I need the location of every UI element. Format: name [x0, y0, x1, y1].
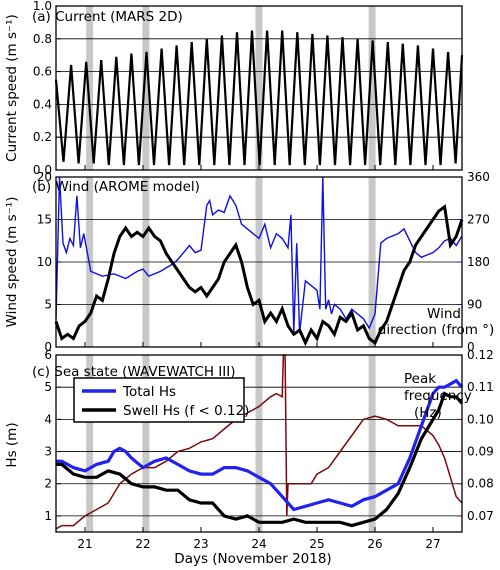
y-tick-label: 0.4 [33, 97, 52, 111]
y-tick-label: 1.0 [33, 0, 52, 13]
y-tick-label: 20 [37, 170, 52, 184]
y-tick-label: 4 [44, 412, 52, 426]
x-tick-label: 25 [309, 537, 324, 551]
y2-tick-label: 270 [467, 213, 490, 227]
panel-c-ylabel: Hs (m) [4, 422, 20, 467]
panel-c-y2label-2: frequency [404, 388, 472, 404]
gray-band [255, 355, 263, 532]
x-tick-label: 27 [425, 537, 440, 551]
panel-a-title: (a) Current (MARS 2D) [32, 9, 183, 25]
gray-band [368, 355, 376, 532]
panel-c-y2label-1: Peak [404, 371, 436, 387]
panel-frame [55, 176, 463, 348]
y-tick-label: 6 [44, 348, 52, 362]
x-axis-label: Days (November 2018) [174, 551, 331, 567]
x-tick-label: 22 [135, 537, 150, 551]
y-tick-label: 0.0 [33, 163, 52, 177]
y2-tick-label: 0.07 [467, 509, 494, 523]
panel-b-wind: (b) Wind (AROME model) 0 5 10 15 20 0 90 180 270… [4, 170, 494, 354]
y2-tick-label: 0.11 [467, 380, 494, 394]
y-tick-label: 0.8 [33, 32, 52, 46]
y2-tick-label: 0 [467, 340, 475, 354]
y-tick-label: 0.6 [33, 65, 52, 79]
y-tick-label: 2 [44, 477, 52, 491]
panel-c-sea-state: (c) Sea state (WAVEWATCH III) 1234560.07… [4, 165, 494, 567]
gray-band [368, 6, 376, 170]
y-tick-label: 5 [44, 380, 52, 394]
gray-band [86, 355, 94, 532]
panel-frame [55, 5, 463, 171]
y-tick-label: 5 [44, 298, 52, 312]
panel-b-title: (b) Wind (AROME model) [32, 179, 200, 195]
panel-b-y2label-2: direction (from °) [378, 322, 494, 338]
y-tick-label: 0.2 [33, 130, 52, 144]
legend: Total Hs Swell Hs (f < 0.12) [73, 377, 249, 423]
swell-hs-line [56, 391, 464, 528]
total-hs-line [56, 378, 464, 512]
panel-a-ticks: 0.0 0.2 0.4 0.6 0.8 1.0 [33, 0, 61, 177]
gray-band [142, 355, 150, 532]
panel-c-y2label-3: (Hz) [414, 405, 442, 421]
panel-a-current: (a) Current (MARS 2D) 0.0 0.2 0.4 0.6 0.8 1.0… [4, 0, 464, 177]
panel-c-title: (c) Sea state (WAVEWATCH III) [32, 364, 236, 380]
gray-band [142, 6, 150, 170]
panel-b-y2label-1: Wind [427, 306, 461, 322]
panel-frame [55, 354, 463, 533]
y2-tick-label: 0.09 [467, 445, 494, 459]
y2-tick-label: 90 [467, 298, 482, 312]
y-tick-label: 15 [37, 213, 52, 227]
y-tick-label: 3 [44, 445, 52, 459]
x-tick-label: 21 [77, 537, 92, 551]
y2-tick-label: 0.08 [467, 477, 494, 491]
y2-tick-label: 0.10 [467, 412, 494, 426]
wind-direction-line [55, 176, 463, 333]
y-tick-label: 10 [37, 255, 52, 269]
legend-box [73, 377, 245, 423]
gray-band [255, 6, 263, 170]
y2-tick-label: 180 [467, 255, 490, 269]
y-tick-label: 1 [44, 509, 52, 523]
x-tick-label: 23 [193, 537, 208, 551]
legend-total-label: Total Hs [122, 384, 176, 400]
wind-speed-line [54, 204, 464, 347]
x-tick-label: 24 [251, 537, 266, 551]
panel-b-ticks: 0 5 10 15 20 0 90 180 270 360 [37, 170, 490, 354]
y-tick-label: 0 [44, 340, 52, 354]
panel-b-ylabel: Wind speed (m s⁻¹) [4, 197, 20, 328]
x-tick-label: 26 [367, 537, 382, 551]
panel-a-ylabel: Current speed (m s⁻¹) [4, 14, 20, 162]
current-speed-line [54, 30, 464, 166]
y2-tick-label: 360 [467, 170, 490, 184]
peak-frequency-line [55, 354, 463, 530]
legend-swell-label: Swell Hs (f < 0.12) [123, 403, 249, 419]
panel-frames [55, 5, 463, 533]
gray-band [86, 6, 94, 170]
y2-tick-label: 0.12 [467, 348, 494, 362]
